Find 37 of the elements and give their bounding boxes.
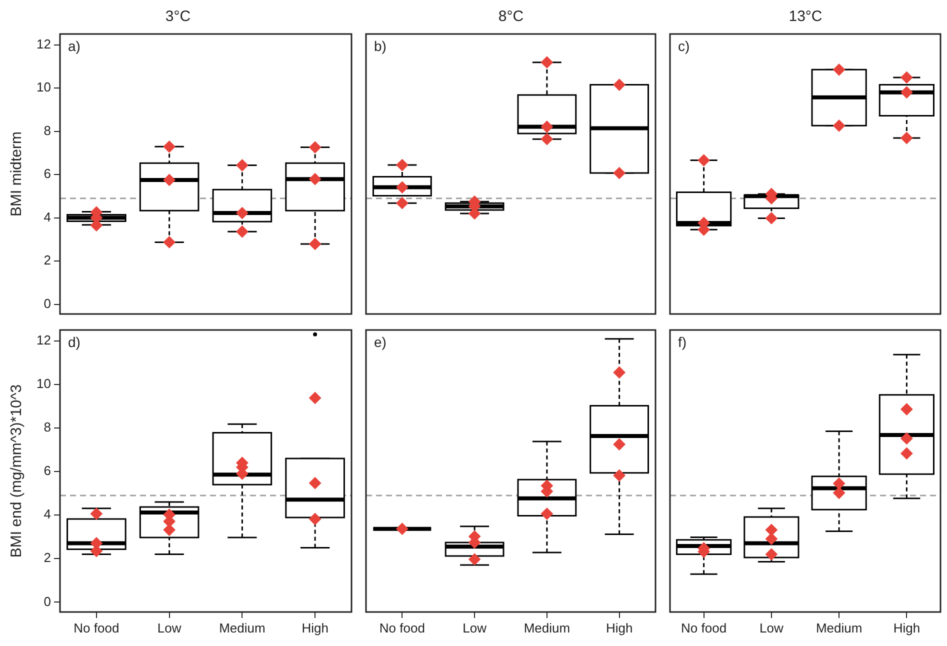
y-tick-label: 8 xyxy=(44,420,51,435)
annotation: d) xyxy=(68,334,80,350)
y-tick-label: 6 xyxy=(44,166,51,182)
y-tick-label: 10 xyxy=(36,80,51,95)
y-tick-label: 2 xyxy=(44,550,51,566)
y-tick-label: 2 xyxy=(44,252,51,268)
y-tick-label: 0 xyxy=(44,594,51,609)
annotation: f) xyxy=(678,334,687,350)
annotation: c) xyxy=(678,38,690,54)
y-tick-label: 4 xyxy=(44,209,51,224)
x-tick-label: Low xyxy=(157,620,182,636)
annotation: b) xyxy=(374,38,386,54)
y-tick-label: 12 xyxy=(36,332,51,348)
annotation: a) xyxy=(68,38,80,54)
x-tick-label: High xyxy=(893,620,920,636)
x-tick-label: High xyxy=(606,620,633,636)
chart-title: 13°C xyxy=(788,8,822,26)
y-axis-title: BMI end (mg/mm^3)*10^3 xyxy=(8,384,26,558)
y-tick-label: 10 xyxy=(36,376,51,392)
y-tick-label: 8 xyxy=(44,122,51,138)
y-tick-label: 4 xyxy=(44,506,51,522)
x-tick-label: High xyxy=(302,620,328,636)
x-tick-label: Medium xyxy=(816,620,862,636)
x-tick-label: Medium xyxy=(219,620,266,636)
y-tick-label: 12 xyxy=(36,36,51,52)
x-tick-label: No food xyxy=(74,620,120,636)
y-axis-title: BMI midterm xyxy=(8,131,26,217)
x-tick-label: Low xyxy=(760,620,784,636)
y-tick-label: 6 xyxy=(44,463,51,478)
x-tick-label: No food xyxy=(379,620,425,636)
annotation: e) xyxy=(374,334,386,350)
x-tick-label: Low xyxy=(462,620,488,636)
x-tick-label: No food xyxy=(681,620,727,636)
x-tick-label: Medium xyxy=(524,620,570,636)
chart-title: 3°C xyxy=(165,8,191,26)
y-tick-label: 0 xyxy=(44,296,51,311)
chart-title: 8°C xyxy=(498,8,524,26)
